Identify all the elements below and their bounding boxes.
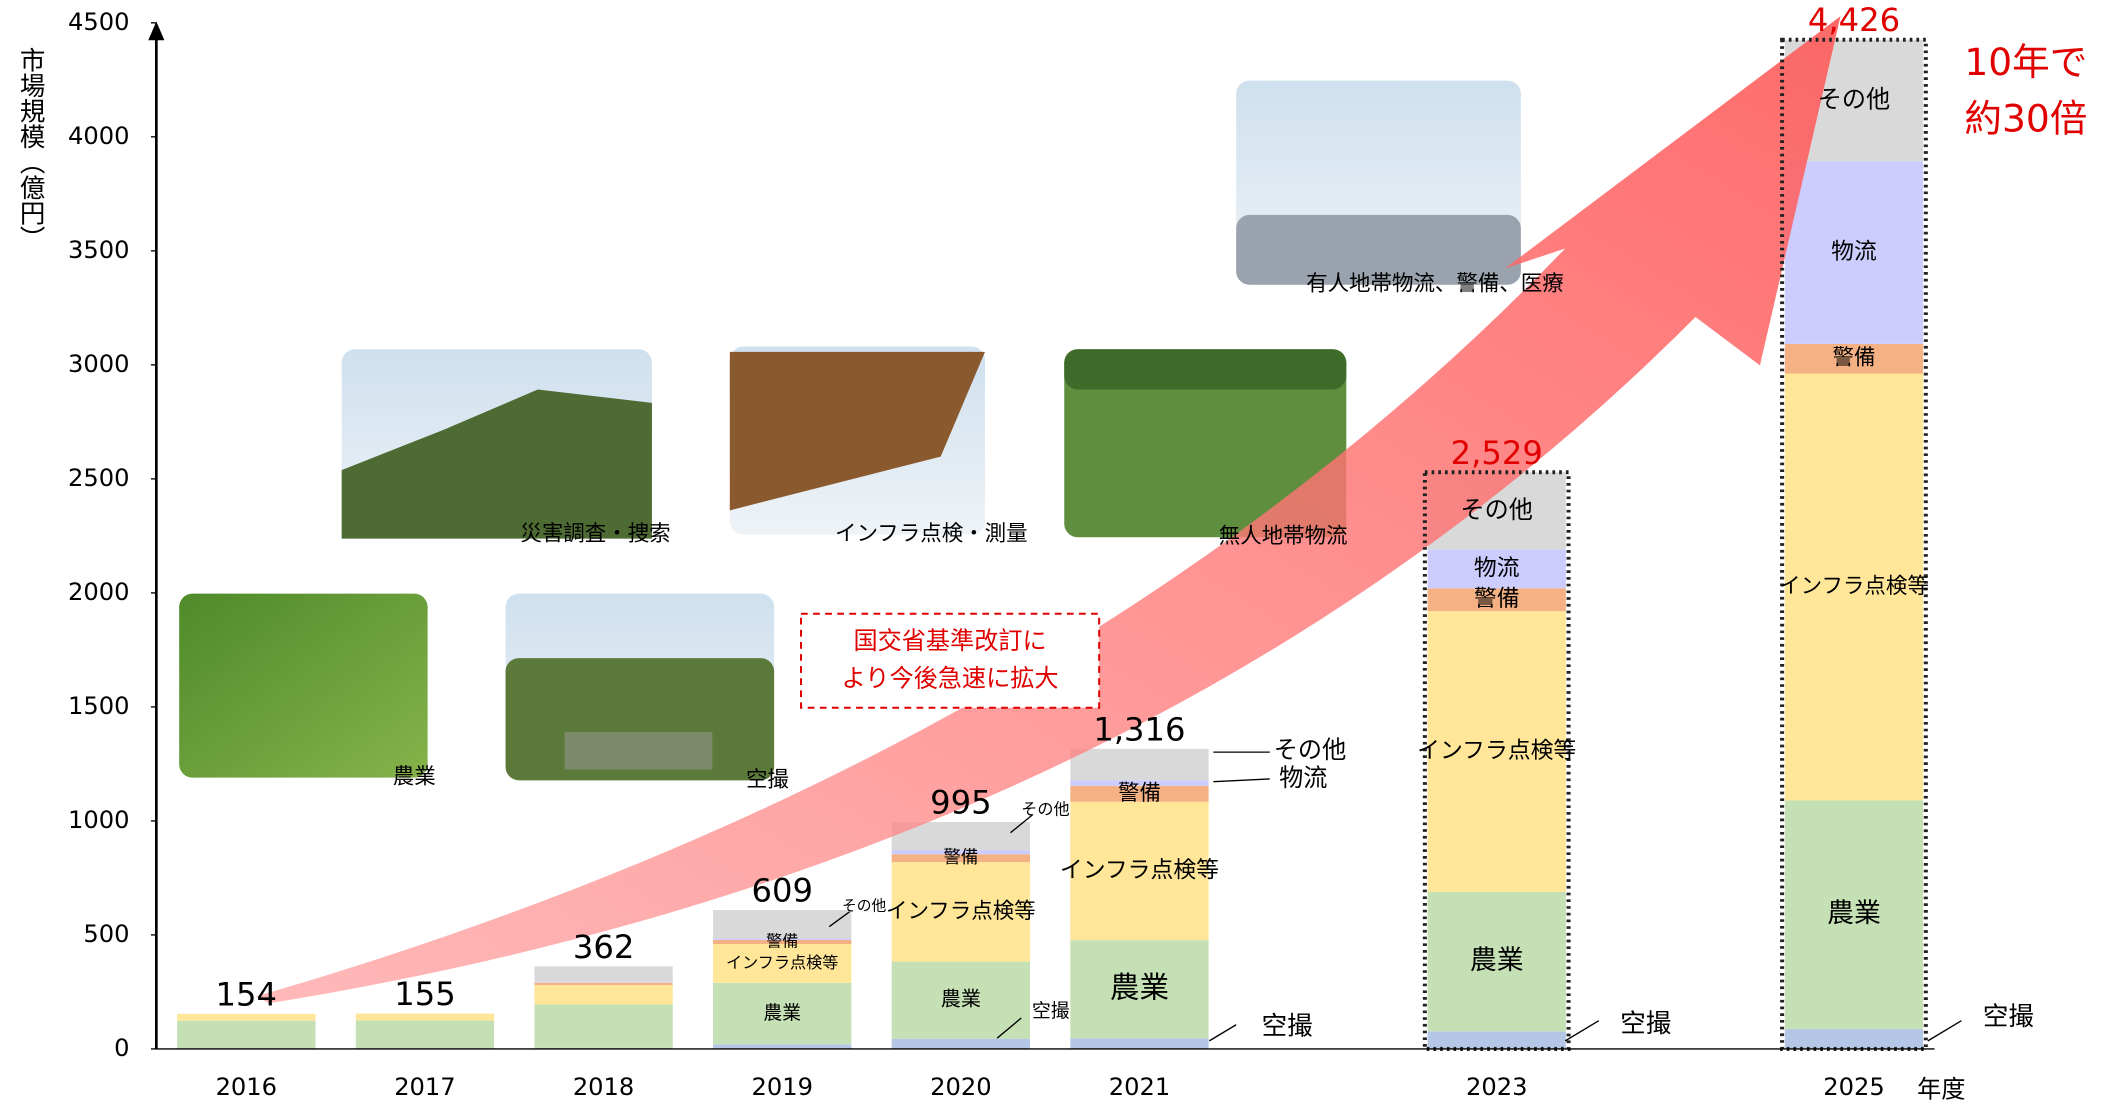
leader-line (1213, 779, 1269, 782)
segment-label: 警備 (943, 848, 978, 868)
photo-caption: 有人地帯物流、警備、医療 (1306, 272, 1564, 297)
callout-text: より今後急速に拡大 (842, 665, 1059, 693)
photo-caption: インフラ点検・測量 (835, 522, 1028, 547)
total-label: 154 (216, 975, 278, 1013)
callout-text: 国交省基準改訂に (853, 627, 1046, 655)
page: {"chart_data": {"type": "stacked-bar", "… (0, 0, 2107, 1104)
x-tick-label: 2025 (1823, 1073, 1884, 1101)
segment-label: その他 (1274, 736, 1346, 764)
y-tick-label: 0 (114, 1034, 129, 1062)
segment-label: インフラ点検等 (886, 899, 1036, 924)
bar-segment (1785, 1029, 1923, 1049)
segment-label: インフラ点検等 (1417, 738, 1576, 764)
x-tick-label: 2021 (1109, 1073, 1170, 1101)
y-tick-label: 1500 (68, 692, 129, 720)
segment-label: インフラ点検等 (726, 953, 838, 972)
y-tick-label: 2000 (68, 578, 129, 606)
photo (506, 594, 775, 781)
x-tick-label: 2023 (1466, 1073, 1527, 1101)
y-axis-arrow (148, 21, 164, 40)
bar-segment (534, 1004, 672, 1047)
segment-label: 農業 (1827, 898, 1881, 929)
chart: 国交省基準改訂に より今後急速に拡大 10年で 約30倍 農業 空撮 災害調査・… (0, 0, 2107, 1104)
y-tick-label: 2500 (68, 464, 129, 492)
x-tick-label: 2017 (394, 1073, 455, 1101)
segment-label: 空撮 (1262, 1011, 1313, 1041)
segment-label: 農業 (1110, 971, 1169, 1005)
bar-segment (177, 1021, 315, 1049)
photo-caption: 無人地帯物流 (1219, 524, 1348, 549)
total-label: 155 (394, 975, 456, 1013)
bar-segment (534, 966, 672, 982)
bar-segment (356, 1014, 494, 1021)
bar-segment (534, 983, 672, 985)
y-tick-label: 1000 (68, 806, 129, 834)
y-tick-label: 3500 (68, 236, 129, 264)
segment-label: 警備 (1474, 586, 1520, 612)
leader-line (1209, 1025, 1236, 1041)
x-tick-label: 2016 (216, 1073, 277, 1101)
leader-line (1928, 1021, 1962, 1041)
photo-caption: 災害調査・捜索 (520, 522, 670, 547)
multiplier-text: 10年で (1964, 40, 2087, 84)
x-axis-label: 年度 (1917, 1076, 1965, 1104)
segment-label: 空撮 (1620, 1009, 1671, 1039)
x-tick-label: 2019 (751, 1073, 812, 1101)
segment-label: その他 (1818, 85, 1890, 113)
total-label: 995 (930, 784, 992, 822)
segment-label: 警備 (1832, 346, 1875, 371)
bar-segment (177, 1014, 315, 1021)
segment-label: 空撮 (1032, 1000, 1070, 1022)
segment-label: 農業 (1470, 945, 1524, 976)
x-tick-label: 2018 (573, 1073, 634, 1101)
y-axis-label: 市場規模（億円） (15, 47, 45, 251)
bar-segment (892, 1039, 1030, 1049)
y-tick-label: 3000 (68, 350, 129, 378)
photo (342, 349, 652, 538)
photo-caption: 空撮 (746, 767, 789, 792)
segment-label: その他 (1460, 496, 1532, 524)
y-tick-label: 4000 (68, 122, 129, 150)
bar-segment (1428, 1031, 1566, 1049)
segment-label: インフラ点検等 (1060, 857, 1219, 883)
segment-label: その他 (842, 898, 887, 915)
bar-segment (356, 1020, 494, 1048)
x-tick-label: 2020 (930, 1073, 991, 1101)
segment-label: 物流 (1831, 239, 1877, 265)
y-tick-label: 4500 (68, 8, 129, 36)
photo (179, 594, 427, 778)
segment-label: 空撮 (1983, 1002, 2034, 1032)
segment-label: 農業 (941, 987, 981, 1011)
bar-segment (534, 985, 672, 1004)
segment-label: インフラ点検等 (1779, 574, 1929, 599)
photo (730, 347, 985, 535)
segment-label: 農業 (763, 1002, 801, 1024)
total-label: 1,316 (1093, 710, 1185, 748)
total-label: 609 (751, 872, 813, 910)
total-label: 2,529 (1451, 434, 1543, 472)
segment-label: 物流 (1474, 555, 1520, 581)
y-tick-label: 500 (83, 920, 129, 948)
segment-label: 物流 (1279, 764, 1327, 792)
segment-label: その他 (1021, 799, 1069, 818)
total-label: 362 (573, 928, 635, 966)
bar-segment (713, 1044, 851, 1049)
segment-label: 警備 (766, 931, 798, 950)
photo-caption: 農業 (393, 765, 436, 790)
bar-segment (1070, 1038, 1208, 1049)
segment-label: 警備 (1118, 781, 1161, 806)
bar-segment (1070, 749, 1208, 780)
multiplier-text: 約30倍 (1964, 96, 2087, 140)
total-label: 4,426 (1808, 1, 1900, 39)
leader-line (1565, 1021, 1599, 1041)
photo (1236, 81, 1521, 285)
